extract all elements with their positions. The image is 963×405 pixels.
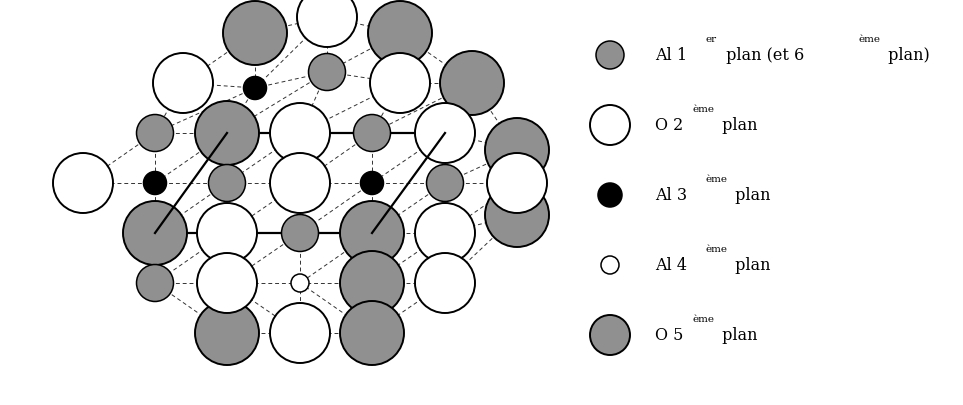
Circle shape — [297, 0, 357, 47]
Circle shape — [223, 1, 287, 65]
Text: ème: ème — [705, 245, 727, 254]
Circle shape — [137, 264, 173, 301]
Circle shape — [415, 253, 475, 313]
Circle shape — [340, 301, 404, 365]
Text: plan: plan — [717, 326, 758, 343]
Circle shape — [590, 105, 630, 145]
Circle shape — [270, 153, 330, 213]
Circle shape — [370, 53, 430, 113]
Circle shape — [485, 183, 549, 247]
Circle shape — [340, 251, 404, 315]
Text: ème: ème — [692, 315, 715, 324]
Circle shape — [270, 303, 330, 363]
Circle shape — [360, 171, 383, 194]
Circle shape — [209, 164, 246, 202]
Text: er: er — [705, 35, 716, 44]
Circle shape — [270, 103, 330, 163]
Circle shape — [415, 103, 475, 163]
Text: O 2: O 2 — [655, 117, 684, 134]
Circle shape — [601, 256, 619, 274]
Circle shape — [195, 301, 259, 365]
Text: Al 3: Al 3 — [655, 186, 688, 203]
Circle shape — [281, 215, 319, 252]
Circle shape — [427, 164, 463, 202]
Circle shape — [195, 101, 259, 165]
Text: plan): plan) — [883, 47, 930, 64]
Circle shape — [598, 183, 622, 207]
Text: ème: ème — [692, 105, 715, 114]
Circle shape — [353, 115, 391, 151]
Circle shape — [197, 253, 257, 313]
Circle shape — [340, 201, 404, 265]
Circle shape — [308, 53, 346, 90]
Text: plan: plan — [730, 186, 770, 203]
Circle shape — [153, 53, 213, 113]
Circle shape — [143, 171, 167, 194]
Text: plan: plan — [730, 256, 770, 273]
Circle shape — [440, 51, 504, 115]
Circle shape — [590, 315, 630, 355]
Circle shape — [368, 1, 432, 65]
Text: ème: ème — [859, 35, 881, 44]
Circle shape — [487, 153, 547, 213]
Circle shape — [596, 41, 624, 69]
Circle shape — [137, 115, 173, 151]
Circle shape — [291, 274, 309, 292]
Text: plan (et 6: plan (et 6 — [721, 47, 805, 64]
Circle shape — [123, 201, 187, 265]
Circle shape — [53, 153, 113, 213]
Circle shape — [415, 203, 475, 263]
Circle shape — [485, 118, 549, 182]
Text: Al 4: Al 4 — [655, 256, 687, 273]
Text: Al 1: Al 1 — [655, 47, 688, 64]
Text: plan: plan — [717, 117, 758, 134]
Circle shape — [244, 77, 267, 100]
Circle shape — [197, 203, 257, 263]
Text: ème: ème — [705, 175, 727, 184]
Text: O 5: O 5 — [655, 326, 684, 343]
